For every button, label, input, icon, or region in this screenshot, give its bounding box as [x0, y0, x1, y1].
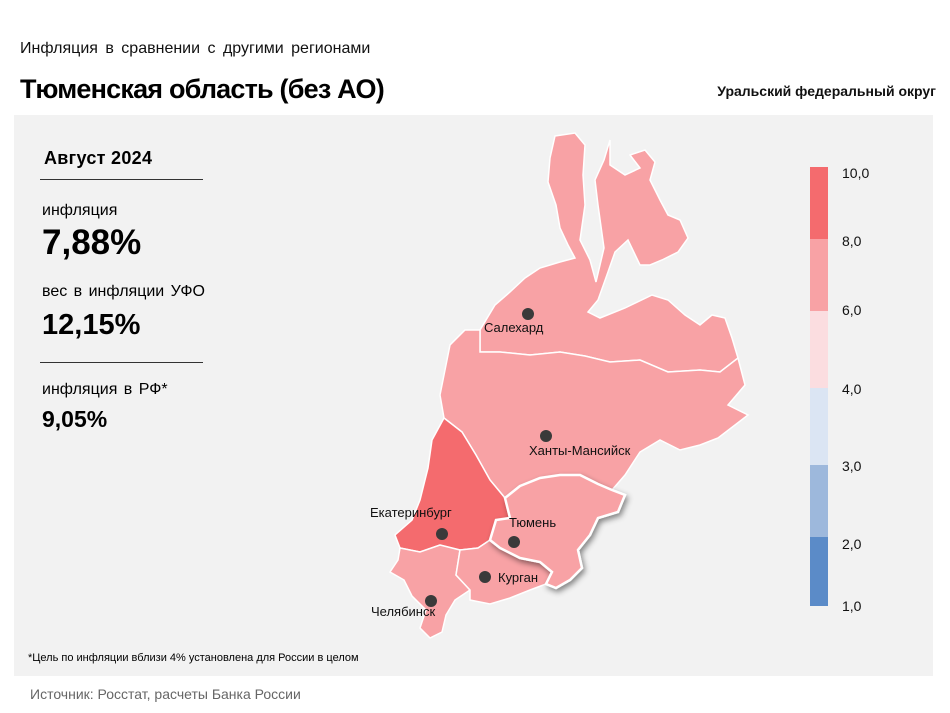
- region-yamalo-nenets: [479, 132, 739, 373]
- city-dot-salekhard: [522, 308, 534, 320]
- weight-label: вес в инфляции УФО: [42, 283, 205, 300]
- city-label-yekaterinburg: Екатеринбург: [370, 505, 452, 520]
- legend-tick: 8,0: [842, 233, 862, 249]
- city-dot-tyumen: [508, 536, 520, 548]
- city-label-chelyabinsk: Челябинск: [371, 604, 435, 619]
- legend-tick: 10,0: [842, 165, 870, 181]
- legend-bin-3-4: [810, 388, 828, 465]
- source-note: Источник: Росстат, расчеты Банка России: [30, 686, 301, 702]
- legend-bin-4-6: [810, 311, 828, 388]
- legend-tick: 1,0: [842, 598, 862, 614]
- divider: [40, 179, 203, 180]
- inflation-value: 7,88%: [42, 223, 142, 262]
- rf-inflation-value: 9,05%: [42, 406, 108, 432]
- city-label-tyumen: Тюмень: [509, 515, 556, 530]
- city-label-salekhard: Салехард: [484, 320, 544, 335]
- city-label-kurgan: Курган: [498, 570, 538, 585]
- footnote: *Цель по инфляции вблизи 4% установлена …: [28, 652, 359, 664]
- federal-district-label: Уральский федеральный округ: [717, 83, 936, 99]
- weight-value: 12,15%: [42, 309, 141, 341]
- legend-tick: 6,0: [842, 302, 862, 318]
- legend-tick: 2,0: [842, 536, 862, 552]
- period-label: Август 2024: [44, 148, 153, 168]
- city-dot-kurgan: [479, 571, 491, 583]
- legend-bin-8-10: [810, 167, 828, 239]
- divider: [40, 362, 203, 363]
- rf-inflation-label: инфляция в РФ*: [42, 381, 168, 398]
- legend-tick: 3,0: [842, 458, 862, 474]
- region-chelyabinsk: [388, 544, 472, 639]
- region-tyumen: [488, 473, 627, 590]
- legend-bin-6-8: [810, 239, 828, 311]
- legend-bin-1-2: [810, 537, 828, 606]
- inflation-label: инфляция: [42, 202, 118, 219]
- city-dot-yekaterinburg: [436, 528, 448, 540]
- subtitle: Инфляция в сравнении с другими регионами: [20, 40, 371, 57]
- legend-tick: 4,0: [842, 381, 862, 397]
- page-title: Тюменская область (без АО): [20, 74, 385, 104]
- city-dot-khanty-mansiysk: [540, 430, 552, 442]
- city-label-khanty-mansiysk: Ханты-Мансийск: [529, 443, 631, 458]
- city-dot-chelyabinsk: [425, 595, 437, 607]
- legend-bin-2-3: [810, 465, 828, 537]
